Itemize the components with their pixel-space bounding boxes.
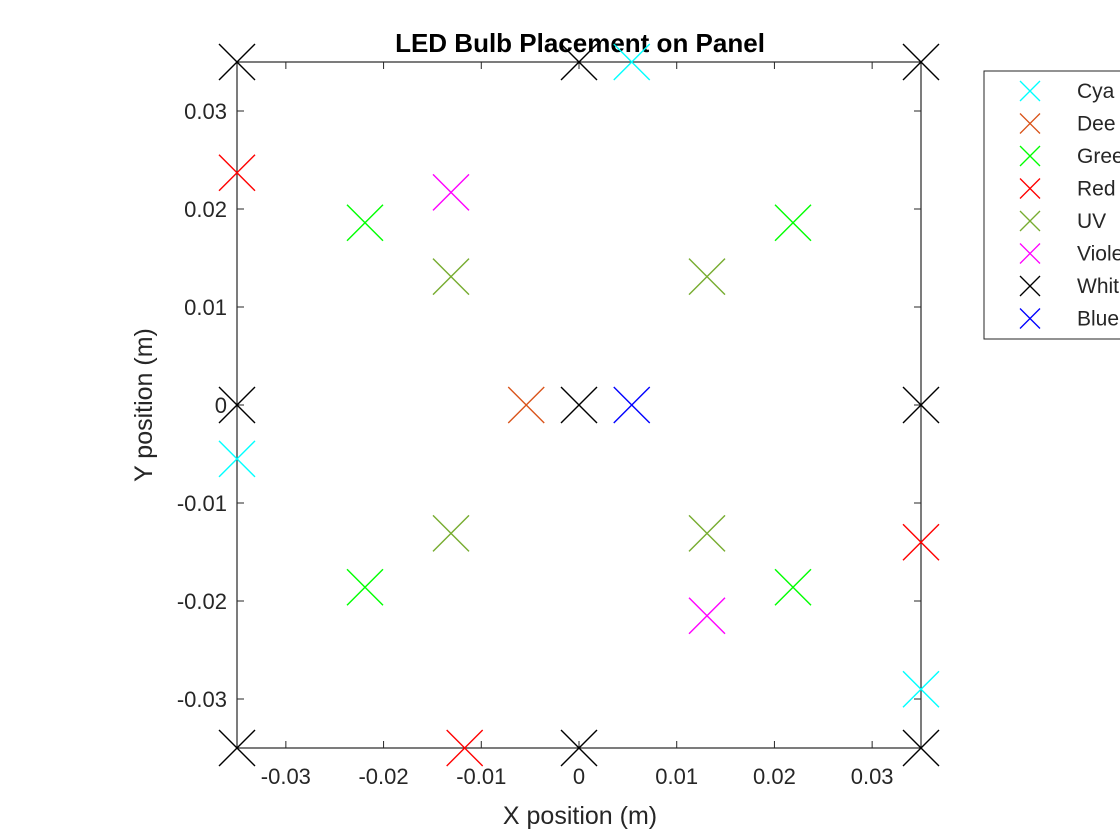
x-tick-label: -0.03 — [261, 764, 311, 789]
legend-entry: Cya — [1019, 80, 1115, 103]
chart-title: LED Bulb Placement on Panel — [395, 28, 765, 58]
marker-point — [688, 258, 726, 296]
marker-point — [560, 729, 598, 767]
y-tick-label: 0 — [215, 393, 227, 418]
legend-entry: Whit — [1019, 275, 1119, 298]
marker-point — [613, 386, 651, 424]
marker-point — [688, 514, 726, 552]
legend-entry: Viole — [1019, 243, 1120, 266]
marker-point — [688, 597, 726, 635]
legend-label: UV — [1077, 210, 1106, 233]
legend-label: Blue — [1077, 308, 1119, 331]
y-axis-label: Y position (m) — [130, 328, 158, 482]
y-axis-ticks: -0.03 -0.02 -0.01 0 0.01 0.02 0.03 — [177, 99, 921, 712]
marker-point — [774, 204, 812, 242]
x-axis-label: X position (m) — [503, 802, 657, 830]
y-tick-label: -0.03 — [177, 687, 227, 712]
marker-point — [218, 154, 256, 192]
marker-point — [218, 729, 256, 767]
y-tick-label: 0.03 — [184, 99, 227, 124]
legend-label: Viole — [1077, 243, 1120, 266]
legend-entry: Red — [1019, 178, 1116, 201]
y-tick-label: 0.02 — [184, 197, 227, 222]
legend: Cya Dee Gree Red UV Viole Whit Blue — [983, 70, 1120, 340]
marker-point — [613, 43, 651, 81]
marker-point — [902, 523, 940, 561]
marker-point — [346, 568, 384, 606]
marker-point — [507, 386, 545, 424]
y-tick-label: -0.02 — [177, 589, 227, 614]
legend-entry: Blue — [1019, 308, 1119, 331]
marker-point — [432, 258, 470, 296]
legend-label: Red — [1077, 178, 1116, 201]
legend-label: Whit — [1077, 275, 1119, 298]
marker-point — [902, 386, 940, 424]
legend-entry: Gree — [1019, 145, 1120, 168]
legend-label: Cya — [1077, 80, 1115, 103]
markers — [218, 43, 940, 767]
marker-point — [774, 568, 812, 606]
marker-point — [218, 440, 256, 478]
marker-point — [560, 386, 598, 424]
y-tick-label: 0.01 — [184, 295, 227, 320]
legend-entry: UV — [1019, 210, 1106, 233]
legend-label: Dee — [1077, 113, 1116, 136]
marker-point — [432, 173, 470, 211]
marker-point — [432, 514, 470, 552]
legend-box — [983, 70, 1120, 340]
marker-point — [902, 43, 940, 81]
marker-point — [902, 670, 940, 708]
legend-label: Gree — [1077, 145, 1120, 168]
x-tick-label: 0.03 — [851, 764, 894, 789]
x-axis-ticks: -0.03 -0.02 -0.01 0 0.01 0.02 0.03 — [261, 62, 894, 789]
legend-entry: Dee — [1019, 113, 1116, 136]
x-tick-label: -0.01 — [456, 764, 506, 789]
x-tick-label: -0.02 — [358, 764, 408, 789]
marker-point — [560, 43, 598, 81]
x-tick-label: 0 — [573, 764, 585, 789]
marker-point — [446, 729, 484, 767]
y-tick-label: -0.01 — [177, 491, 227, 516]
marker-point — [218, 43, 256, 81]
marker-point — [902, 729, 940, 767]
marker-point — [346, 204, 384, 242]
x-tick-label: 0.02 — [753, 764, 796, 789]
marker-point — [218, 386, 256, 424]
x-tick-label: 0.01 — [655, 764, 698, 789]
